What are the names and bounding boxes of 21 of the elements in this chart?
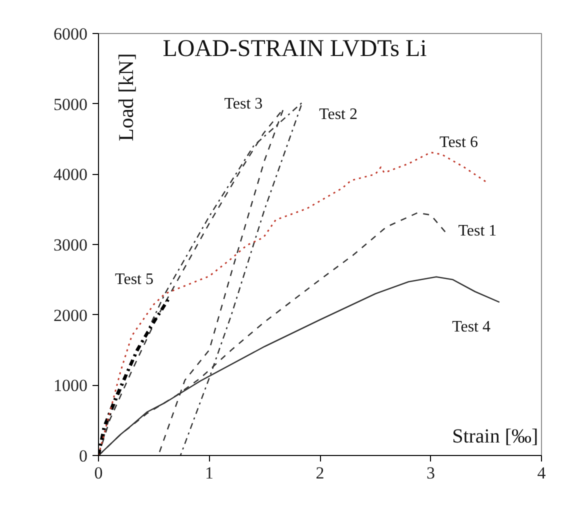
- x-tick-label: 3: [426, 464, 435, 482]
- series-label: Test 2: [319, 106, 358, 123]
- series-label: Test 5: [115, 270, 154, 288]
- series-label: Test 1: [458, 222, 497, 240]
- x-tick-label: 1: [205, 464, 214, 482]
- x-tick-label: 0: [94, 464, 103, 482]
- y-axis-title: Load [kN]: [114, 53, 138, 142]
- y-tick-label: 3000: [54, 236, 88, 254]
- x-axis-title: Strain [‰]: [452, 426, 538, 448]
- x-tick-label: 2: [316, 464, 324, 482]
- chart-title: LOAD-STRAIN LVDTs Li: [162, 36, 428, 62]
- y-tick-label: 6000: [54, 24, 88, 44]
- series-label: Test 6: [440, 134, 478, 151]
- y-tick-label: 0: [79, 446, 88, 466]
- y-tick-label: 2000: [54, 306, 88, 325]
- x-tick-label: 4: [537, 464, 546, 482]
- y-tick-label: 5000: [54, 94, 88, 114]
- y-tick-label: 4000: [54, 165, 88, 184]
- y-tick-label: 1000: [54, 376, 88, 396]
- series-label: Test 3: [224, 95, 263, 112]
- series-label: Test 4: [452, 318, 491, 336]
